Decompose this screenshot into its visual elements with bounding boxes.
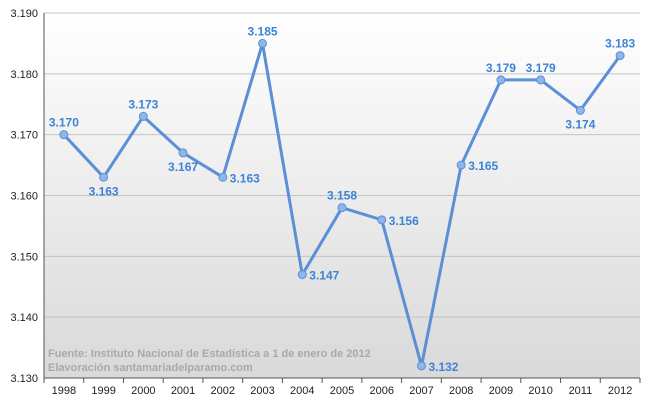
data-label: 3.173 [128, 97, 158, 111]
data-label: 3.165 [468, 159, 498, 173]
data-point [496, 75, 506, 85]
x-tick-label: 2004 [290, 385, 314, 397]
x-tick-label: 2007 [409, 385, 433, 397]
data-label: 3.174 [565, 117, 595, 131]
data-label: 3.156 [389, 214, 419, 228]
x-tick-label: 2003 [250, 385, 274, 397]
x-tick-label: 2002 [211, 385, 235, 397]
data-point [99, 172, 109, 182]
x-tick-label: 2008 [449, 385, 473, 397]
data-label: 3.183 [605, 37, 635, 51]
data-point [218, 172, 228, 182]
credit-note: Elavoración santamariadelparamo.com [48, 362, 253, 374]
data-label: 3.170 [49, 116, 79, 130]
y-tick-label: 3.150 [10, 251, 38, 263]
source-note: Fuente: Instituto Nacional de Estadístic… [48, 348, 371, 360]
data-point [377, 215, 387, 225]
x-axis-ticks: 1998 1999 2000 2001 2002 2003 2004 2005 2006 2007… [43, 378, 641, 397]
data-label: 3.163 [89, 184, 119, 198]
x-tick-label: 2006 [369, 385, 393, 397]
data-label: 3.167 [168, 160, 198, 174]
gridlines [44, 12, 640, 318]
data-point [615, 51, 625, 61]
y-tick-label: 3.190 [10, 8, 38, 20]
y-tick-label: 3.160 [10, 191, 38, 203]
x-tick-label: 1999 [91, 385, 115, 397]
data-label: 3.179 [486, 61, 516, 75]
data-point [456, 160, 466, 170]
y-tick-label: 3.170 [10, 130, 38, 142]
data-point [536, 75, 546, 85]
x-tick-label: 2011 [569, 385, 593, 397]
y-tick-label: 3.180 [10, 69, 38, 81]
data-point [59, 130, 69, 140]
x-tick-label: 2010 [528, 385, 552, 397]
x-tick-label: 2009 [489, 385, 513, 397]
data-label: 3.132 [428, 360, 458, 374]
data-label: 3.147 [309, 269, 339, 283]
data-point [297, 270, 307, 280]
data-point [416, 361, 426, 371]
x-tick-label: 2000 [131, 385, 155, 397]
y-tick-label: 3.130 [10, 373, 38, 385]
x-tick-label: 2005 [330, 385, 354, 397]
data-point [337, 203, 347, 213]
y-tick-label: 3.140 [10, 312, 38, 324]
data-label: 3.163 [230, 171, 260, 185]
x-tick-label: 2012 [608, 385, 632, 397]
x-tick-label: 1998 [52, 385, 76, 397]
data-label: 3.158 [327, 189, 357, 203]
data-point [138, 111, 148, 121]
series-line-group [59, 38, 625, 371]
data-point [575, 105, 585, 115]
y-axis-ticks: 3.130 3.140 3.150 3.160 3.170 3.180 3.190 [10, 8, 38, 385]
data-point [258, 38, 268, 48]
data-label: 3.185 [248, 24, 278, 38]
data-point [178, 148, 188, 158]
data-label: 3.179 [526, 61, 556, 75]
x-tick-label: 2001 [171, 385, 195, 397]
data-labels: 3.170 3.163 3.173 3.167 3.163 3.185 3.147 3.158… [49, 24, 636, 373]
